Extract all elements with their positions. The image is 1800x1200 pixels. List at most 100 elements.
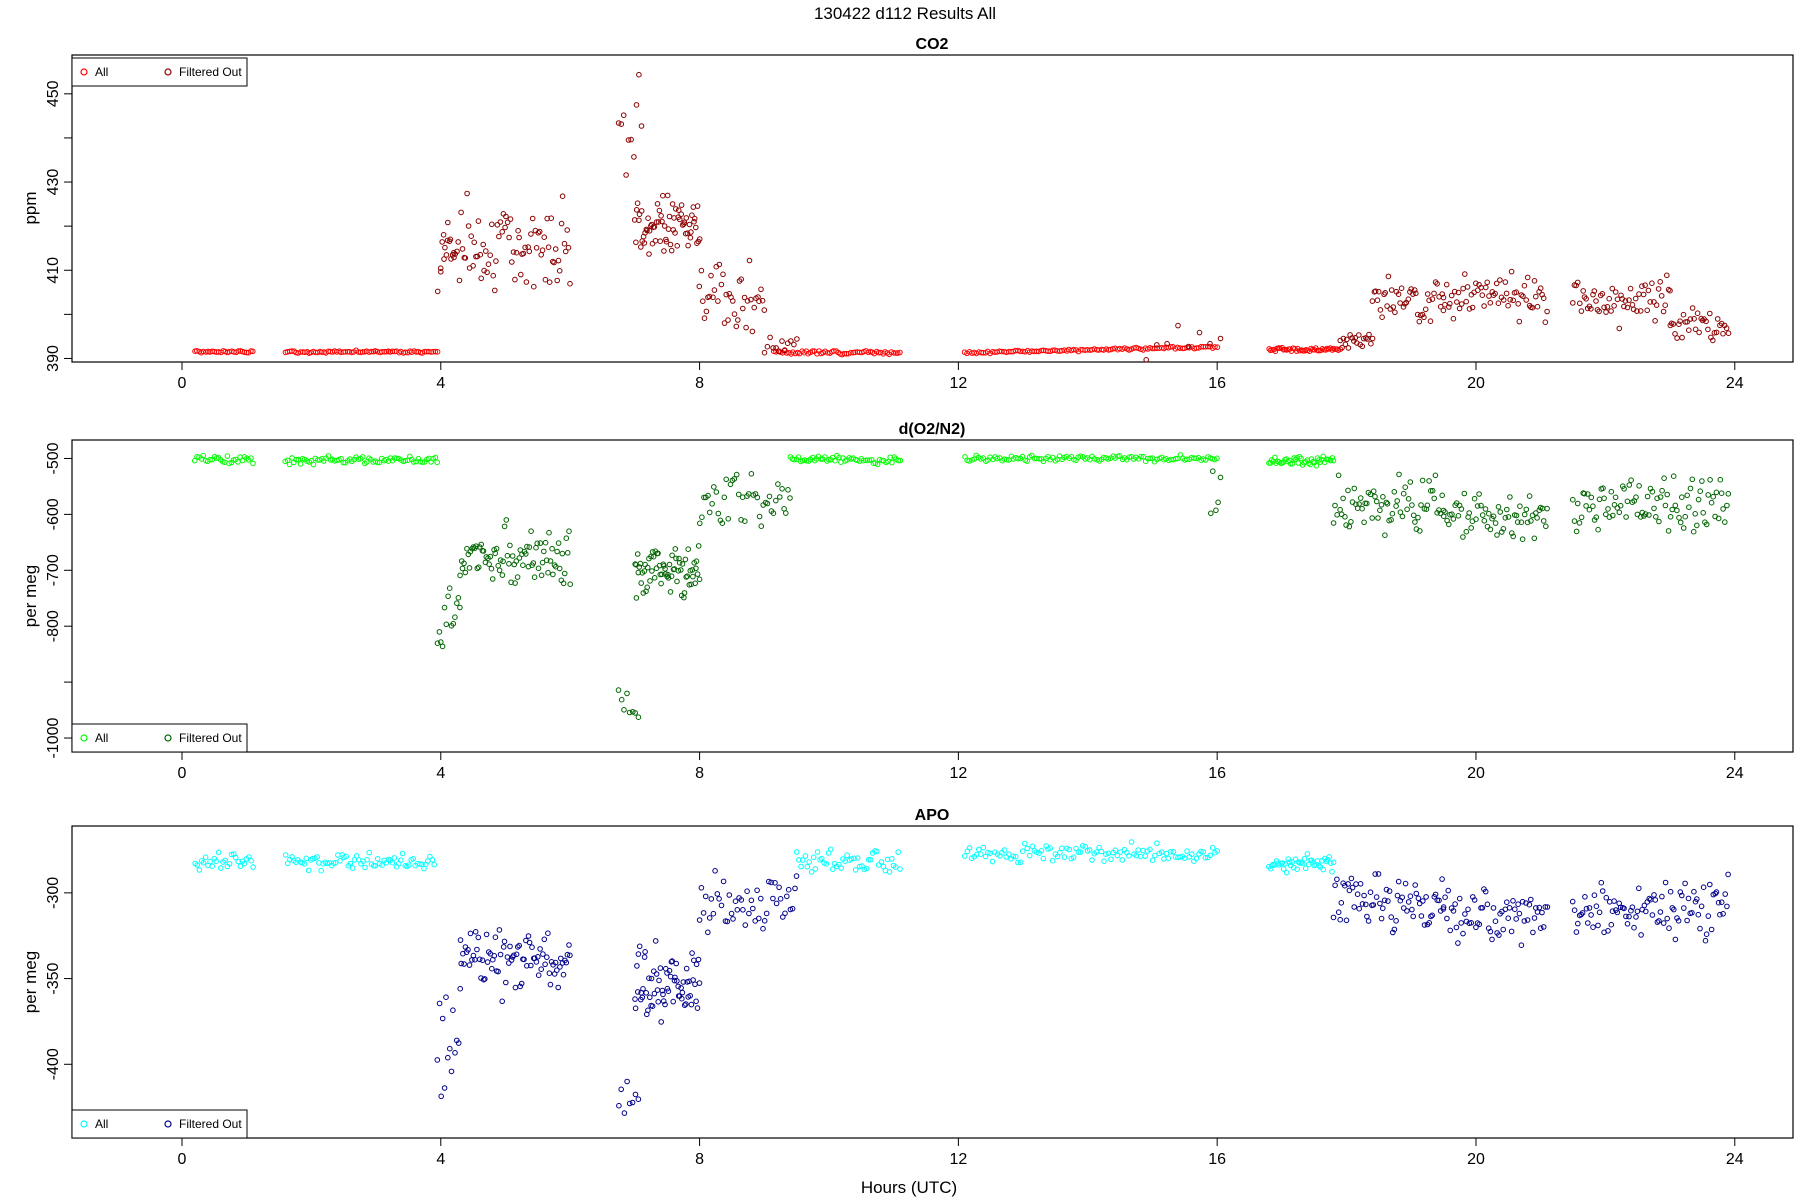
data-point-filtered-out <box>635 569 642 576</box>
data-point-filtered-out <box>1722 519 1728 525</box>
data-point-all <box>980 844 987 851</box>
data-point-filtered-out <box>1523 297 1529 303</box>
data-point-filtered-out <box>792 885 798 892</box>
data-point-filtered-out <box>1375 871 1382 877</box>
data-point-filtered-out <box>651 968 657 975</box>
data-point-filtered-out <box>514 574 521 580</box>
data-point-filtered-out <box>535 230 542 236</box>
data-point-filtered-out <box>484 959 491 965</box>
data-point-filtered-out <box>506 234 512 241</box>
data-point-filtered-out <box>1708 499 1715 506</box>
data-point-all <box>398 857 404 864</box>
data-point-filtered-out <box>678 567 684 573</box>
data-point-filtered-out <box>1408 286 1414 292</box>
data-point-filtered-out <box>679 995 685 1002</box>
data-point-filtered-out <box>1367 491 1374 498</box>
data-point-all <box>347 860 354 867</box>
data-point-filtered-out <box>645 215 651 221</box>
data-point-filtered-out <box>465 947 471 953</box>
y-tick-label: -600 <box>45 498 62 530</box>
data-point-filtered-out <box>658 1019 665 1025</box>
data-point-all <box>343 853 350 860</box>
data-point-filtered-out <box>512 984 519 991</box>
data-point-all <box>1135 345 1142 352</box>
data-point-filtered-out <box>1703 931 1710 938</box>
data-point-filtered-out <box>1410 913 1416 920</box>
data-point-filtered-out <box>487 553 494 560</box>
data-point-all <box>213 858 219 865</box>
data-point-filtered-out <box>1418 502 1424 508</box>
data-point-filtered-out <box>1684 917 1690 924</box>
data-point-filtered-out <box>662 566 668 572</box>
data-point-filtered-out <box>474 253 481 260</box>
data-point-filtered-out <box>1479 512 1486 518</box>
data-point-filtered-out <box>456 277 463 284</box>
data-point-filtered-out <box>777 896 784 902</box>
data-point-filtered-out <box>1395 878 1402 885</box>
data-point-all <box>1079 843 1086 849</box>
legend-marker-filtered-out <box>164 68 172 76</box>
data-point-filtered-out <box>1591 288 1598 294</box>
data-point-filtered-out <box>777 494 783 500</box>
data-point-filtered-out <box>481 267 487 274</box>
data-point-filtered-out <box>1426 478 1432 484</box>
data-point-filtered-out <box>1434 281 1440 287</box>
data-point-filtered-out <box>1497 509 1503 515</box>
data-point-filtered-out <box>1677 889 1684 895</box>
data-point-filtered-out <box>1578 308 1585 314</box>
data-point-filtered-out <box>1415 895 1422 902</box>
legend-marker-filtered-out <box>164 1120 172 1128</box>
data-point-filtered-out <box>1503 290 1510 297</box>
data-point-all <box>406 862 412 868</box>
data-point-filtered-out <box>1611 898 1617 904</box>
data-point-filtered-out <box>1669 506 1675 513</box>
data-point-filtered-out <box>1659 487 1665 494</box>
data-point-filtered-out <box>1426 297 1432 304</box>
data-point-all <box>851 855 857 862</box>
data-point-all <box>305 867 312 874</box>
data-point-filtered-out <box>1700 510 1706 516</box>
data-point-filtered-out <box>1361 519 1367 526</box>
data-point-filtered-out <box>1518 942 1525 949</box>
data-point-all <box>1189 851 1195 858</box>
data-point-filtered-out <box>477 251 484 258</box>
data-point-all <box>1091 456 1098 462</box>
data-point-filtered-out <box>1381 897 1388 904</box>
data-point-filtered-out <box>1439 291 1445 297</box>
data-point-filtered-out <box>731 476 738 482</box>
data-point-filtered-out <box>1582 894 1588 900</box>
data-point-filtered-out <box>1528 518 1534 524</box>
data-point-all <box>1040 855 1047 862</box>
data-point-all <box>1140 847 1146 854</box>
data-point-filtered-out <box>1392 309 1398 316</box>
data-point-filtered-out <box>1450 516 1457 522</box>
data-point-filtered-out <box>490 272 497 279</box>
data-point-filtered-out <box>1689 476 1696 483</box>
data-point-filtered-out <box>457 985 464 992</box>
data-point-filtered-out <box>756 298 762 305</box>
axes: 0 4 8 12 16 20 24 390 410 430 450 <box>45 80 1744 392</box>
data-point-filtered-out <box>1330 914 1337 921</box>
data-point-all <box>432 454 439 461</box>
data-point-all <box>1207 852 1213 859</box>
data-point-filtered-out <box>1390 304 1397 310</box>
data-point-filtered-out <box>563 535 570 542</box>
data-point-filtered-out <box>479 957 486 964</box>
x-tick-label: 0 <box>178 765 187 782</box>
data-point-filtered-out <box>1451 288 1458 295</box>
data-point-all <box>1324 857 1331 863</box>
data-point-filtered-out <box>1448 292 1455 299</box>
data-point-filtered-out <box>773 900 780 907</box>
data-point-filtered-out <box>1664 915 1670 922</box>
data-point-filtered-out <box>1450 315 1457 322</box>
data-point-filtered-out <box>1404 506 1410 513</box>
data-point-filtered-out <box>480 976 487 983</box>
data-point-filtered-out <box>1505 514 1512 520</box>
data-point-filtered-out <box>668 247 675 254</box>
data-point-all <box>224 453 231 459</box>
data-point-filtered-out <box>1606 899 1613 905</box>
data-point-filtered-out <box>1717 476 1724 483</box>
data-point-filtered-out <box>767 334 773 341</box>
data-point-all <box>1100 347 1107 353</box>
data-point-all <box>226 861 233 867</box>
